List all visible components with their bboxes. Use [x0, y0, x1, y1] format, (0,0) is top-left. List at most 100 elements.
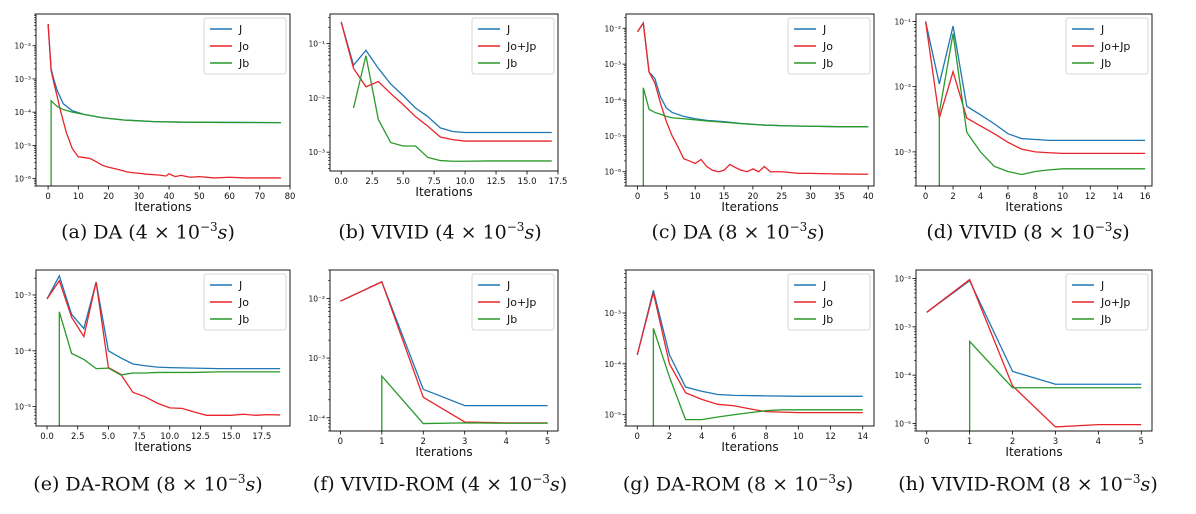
x-tick-label: 3 — [462, 437, 467, 447]
x-tick-label: 0 — [635, 432, 640, 442]
legend-frame — [203, 273, 287, 331]
caption-unit: s — [1112, 221, 1123, 244]
axes-frame — [915, 269, 1153, 432]
x-tick-label: 4 — [978, 192, 983, 202]
x-tick-label: 2 — [1010, 437, 1015, 447]
y-tick-label: 10⁻⁶ — [14, 175, 31, 184]
y-tick-label: 10⁻³ — [308, 354, 325, 363]
x-tick-label: 2 — [950, 192, 955, 202]
x-tick-label: 20 — [747, 192, 758, 202]
y-tick-label: 10⁻¹ — [308, 40, 325, 49]
caption-method: VIVID ( — [371, 221, 443, 244]
series-line-Jo — [46, 279, 281, 416]
legend-label-J: J — [506, 279, 510, 292]
x-tick-label: 10.0 — [160, 432, 179, 442]
legend-label-J: J — [238, 23, 242, 36]
caption-close: ) — [845, 473, 854, 496]
legend-label-Jo+Jp: Jo+Jp — [506, 40, 536, 53]
legend-frame — [787, 273, 871, 331]
legend-label-Jb: Jb — [1100, 57, 1111, 70]
caption-multiplier: 8 × 10 — [754, 473, 819, 496]
y-tick-label: 10⁻² — [894, 275, 911, 284]
caption-method: DA-ROM ( — [65, 473, 164, 496]
y-tick-label: 10⁻⁴ — [894, 371, 911, 380]
legend-frame — [203, 17, 287, 75]
x-tick-label: 14 — [1112, 192, 1123, 202]
x-tick-label: 70 — [254, 192, 265, 202]
series-line-Jb — [938, 33, 1146, 186]
legend-label-J: J — [822, 23, 826, 36]
caption-unit: s — [835, 473, 846, 496]
x-axis-label: Iterations — [1005, 445, 1062, 459]
caption-exponent: −3 — [1122, 472, 1141, 486]
chart-panel-4: 0 2 4 6 8 10 12 14 16 10⁻³ 10⁻² 10⁻¹ Iterations J Jo+J… — [894, 13, 1153, 214]
caption-f: (f) VIVID-ROM (4 × 10−3s) — [290, 472, 590, 495]
x-tick-label: 7.5 — [132, 432, 146, 442]
y-tick-label: 10⁻³ — [894, 323, 911, 332]
series-line-Jo+Jp — [924, 21, 1146, 155]
x-tick-label: 0 — [924, 437, 929, 447]
x-tick-label: 10 — [690, 192, 701, 202]
series-line-Jo — [636, 21, 869, 175]
legend-label-Jo: Jo — [822, 296, 833, 309]
legend: J Jo+Jp Jb — [471, 17, 555, 75]
caption-close: ) — [1150, 473, 1158, 496]
x-tick-label: 14 — [857, 432, 868, 442]
caption-method: DA ( — [682, 221, 726, 244]
y-tick-label: 10⁻³ — [604, 60, 621, 69]
x-axis-label: Iterations — [415, 185, 472, 199]
x-tick-label: 5 — [545, 437, 550, 447]
legend-label-Jb: Jb — [822, 57, 833, 70]
caption-label: (h) — [898, 473, 926, 496]
series-line-Jb — [642, 87, 869, 186]
x-axis-label: Iterations — [721, 440, 778, 454]
x-tick-label: 35 — [834, 192, 845, 202]
legend-label-Jo+Jp: Jo+Jp — [1100, 296, 1130, 309]
caption-label: (e) — [33, 473, 60, 496]
axes-frame — [329, 269, 559, 432]
caption-unit: s — [245, 473, 256, 496]
series-line-Jb — [381, 374, 548, 431]
caption-unit: s — [807, 221, 818, 244]
x-tick-label: 60 — [224, 192, 235, 202]
caption-label: (d) — [926, 221, 954, 244]
caption-method: VIVID ( — [959, 221, 1031, 244]
series-line-J — [924, 21, 1146, 142]
x-tick-label: 10 — [1057, 192, 1068, 202]
caption-exponent: −3 — [1094, 220, 1113, 234]
y-tick-label: 10⁻⁶ — [604, 168, 621, 177]
chart-panel-6: 0 1 2 3 4 5 10⁻⁴ 10⁻³ 10⁻² Iterations J Jo+Jp Jb — [308, 269, 559, 459]
caption-exponent: −3 — [227, 472, 246, 486]
series-line-Jo+Jp — [926, 278, 1142, 428]
caption-close: ) — [534, 221, 542, 244]
caption-g: (g) DA-ROM (8 × 10−3s) — [588, 472, 888, 495]
x-axis-label: Iterations — [721, 200, 778, 214]
x-tick-label: 0.0 — [40, 432, 54, 442]
caption-a: (a) DA (4 × 10−3s) — [0, 220, 298, 243]
y-tick-label: 10⁻⁵ — [604, 132, 621, 141]
x-tick-label: 17.5 — [549, 177, 568, 187]
chart-panel-7: 0 2 4 6 8 10 12 14 10⁻⁵ 10⁻⁴ 10⁻³ Iterations J Jo Jb — [604, 269, 875, 454]
x-tick-label: 4 — [1096, 437, 1101, 447]
x-tick-label: 30 — [805, 192, 816, 202]
caption-multiplier: 8 × 10 — [725, 221, 790, 244]
caption-e: (e) DA-ROM (8 × 10−3s) — [0, 472, 298, 495]
caption-exponent: −3 — [789, 220, 808, 234]
legend-label-Jo+Jp: Jo+Jp — [506, 296, 536, 309]
caption-label: (c) — [651, 221, 677, 244]
caption-label: (g) — [622, 473, 650, 496]
x-tick-label: 0 — [45, 192, 50, 202]
x-tick-label: 10.0 — [456, 177, 475, 187]
x-tick-label: 5 — [664, 192, 669, 202]
series-line-J — [926, 279, 1142, 385]
legend-label-Jb: Jb — [822, 313, 833, 326]
x-tick-label: 1 — [967, 437, 972, 447]
chart-panel-3: 0 5 10 15 20 25 30 35 40 10⁻⁶ 10⁻⁵ 10⁻⁴ 10⁻³ 10⁻² Iter… — [604, 13, 875, 214]
y-tick-label: 10⁻⁴ — [308, 414, 325, 423]
x-tick-label: 12.5 — [487, 177, 506, 187]
caption-h: (h) VIVID-ROM (8 × 10−3s) — [878, 472, 1178, 495]
legend: J Jo Jb — [787, 17, 871, 75]
caption-label: (b) — [338, 221, 366, 244]
y-tick-label: 10⁻³ — [308, 148, 325, 157]
legend: J Jo Jb — [787, 273, 871, 331]
